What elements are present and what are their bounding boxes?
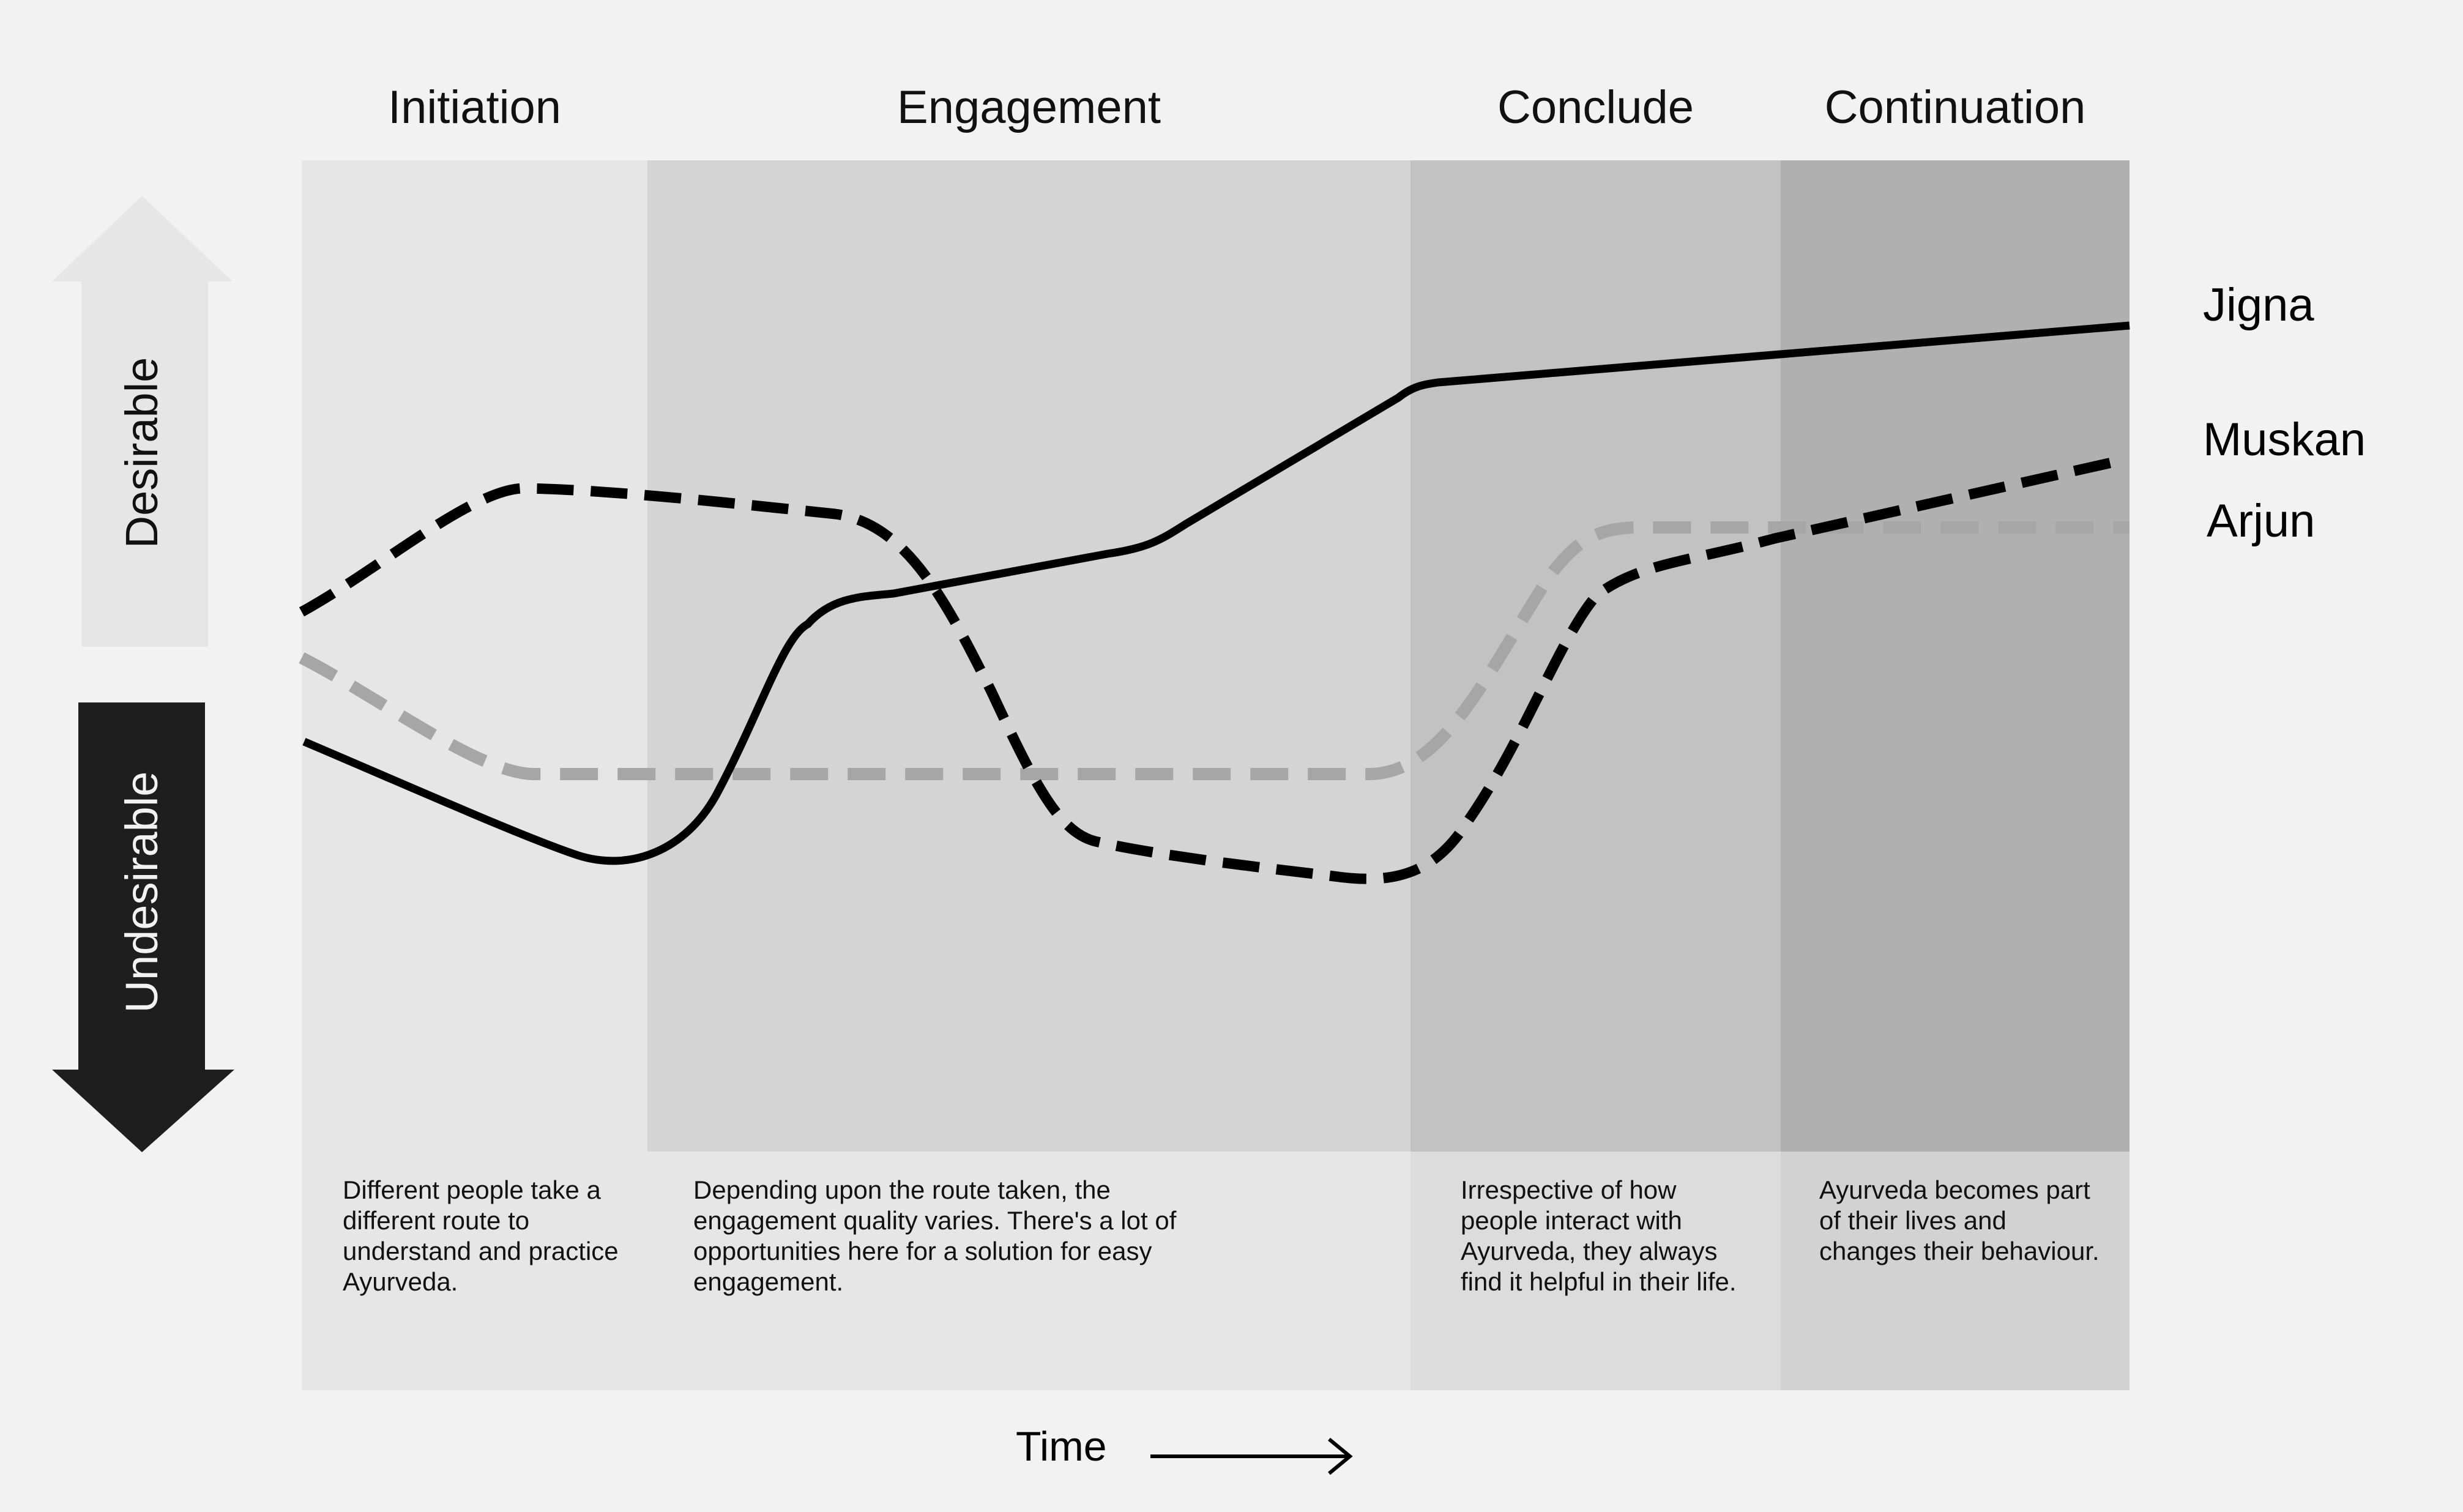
undesirable-arrow-icon — [52, 702, 234, 1152]
undesirable-label: Undesirable — [116, 771, 167, 1013]
muskan-curve — [299, 456, 2115, 884]
time-arrow-icon — [1328, 1437, 1353, 1475]
persona-label-arjun: Arjun — [2207, 495, 2316, 547]
phase-title-conclude: Conclude — [1497, 81, 1694, 133]
desirable-arrow-icon — [52, 196, 233, 647]
phase-desc-initiation: Different people take a different route … — [343, 1175, 619, 1296]
desc-band-conclude — [1410, 1152, 1781, 1390]
persona-label-muskan: Muskan — [2203, 414, 2366, 466]
phase-band-conclude — [1410, 160, 1781, 1152]
desc-band-initiation — [302, 1152, 647, 1390]
phase-band-initiation — [302, 160, 647, 1152]
phase-desc-engagement: Depending upon the route taken, the enga… — [693, 1175, 1177, 1296]
desc-band-continuation — [1781, 1152, 2130, 1390]
persona-label-jigna: Jigna — [2203, 279, 2314, 331]
phase-title-continuation: Continuation — [1824, 81, 2086, 133]
phase-title-initiation: Initiation — [387, 81, 562, 133]
phase-band-engagement — [647, 160, 1410, 1152]
phase-desc-conclude: Irrespective of how people interact with… — [1461, 1175, 1737, 1296]
phase-desc-continuation: Ayurveda becomes part of their lives and… — [1819, 1175, 2100, 1265]
time-label: Time — [1016, 1423, 1107, 1470]
desirable-label: Desirable — [116, 357, 167, 549]
phase-title-engagement: Engagement — [897, 81, 1161, 133]
arjun-curve — [299, 521, 2130, 780]
desc-band-engagement — [647, 1152, 1410, 1390]
jigna-curve — [302, 321, 2130, 865]
phase-band-continuation — [1781, 160, 2130, 1152]
